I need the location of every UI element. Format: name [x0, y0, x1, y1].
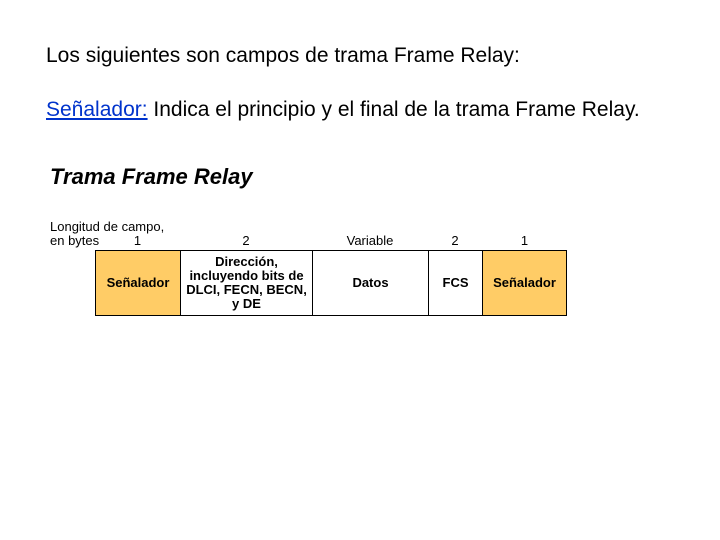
length-value: 1 — [95, 233, 180, 248]
definition: Señalador: Indica el principio y el fina… — [46, 97, 674, 123]
frame-cell: Datos — [312, 250, 428, 316]
frame-cell: Señalador — [95, 250, 180, 316]
length-value: 1 — [482, 233, 567, 248]
frame-spacer — [50, 250, 95, 316]
definition-term: Señalador: — [46, 98, 148, 121]
length-value: 2 — [428, 233, 482, 248]
intro-text: Los siguientes son campos de trama Frame… — [46, 43, 674, 69]
diagram-title: Trama Frame Relay — [50, 164, 674, 190]
frame-row: SeñaladorDirección, incluyendo bits de D… — [50, 250, 674, 316]
length-value: Variable — [312, 233, 428, 248]
frame-cell: Dirección, incluyendo bits de DLCI, FECN… — [180, 250, 312, 316]
frame-cell: Señalador — [482, 250, 567, 316]
definition-rest: Indica el principio y el final de la tra… — [148, 98, 640, 121]
length-label-row: Longitud de campo, en bytes 12Variable21 — [50, 220, 674, 249]
frame-diagram: Longitud de campo, en bytes 12Variable21… — [50, 220, 674, 317]
length-value: 2 — [180, 233, 312, 248]
frame-cell: FCS — [428, 250, 482, 316]
